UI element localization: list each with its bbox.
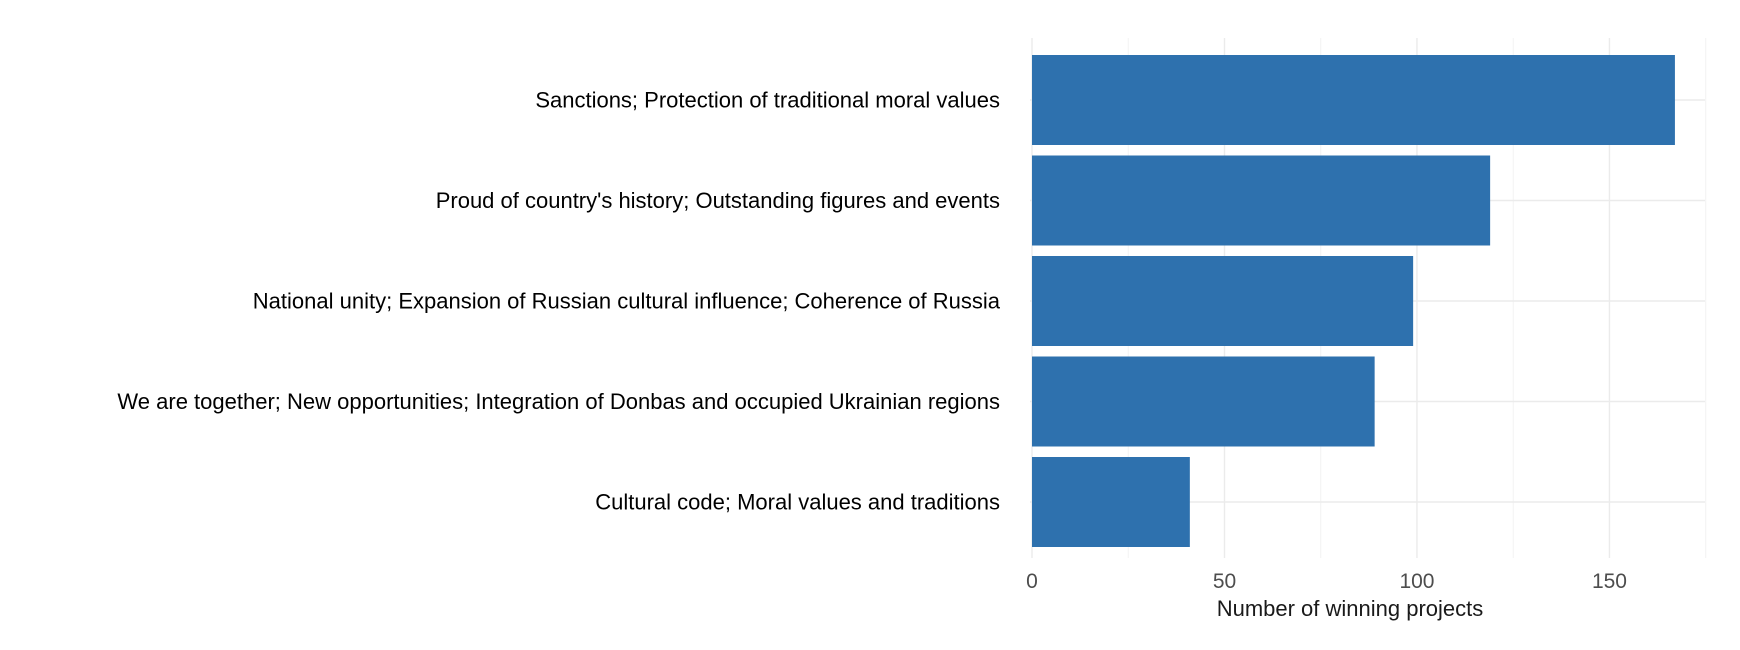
- x-tick-label: 100: [1399, 570, 1434, 593]
- x-axis-ticks: 0 50 100 150: [1026, 570, 1627, 593]
- x-axis-title: Number of winning projects: [1217, 596, 1484, 621]
- x-tick-label: 150: [1592, 570, 1627, 593]
- x-tick-label: 50: [1213, 570, 1236, 593]
- bar: [1032, 55, 1675, 145]
- category-label: Sanctions; Protection of traditional mor…: [535, 88, 1000, 113]
- bar: [1032, 155, 1491, 246]
- category-label: We are together; New opportunities; Inte…: [117, 389, 1000, 414]
- category-label: National unity; Expansion of Russian cul…: [253, 289, 1001, 314]
- bar: [1032, 256, 1414, 346]
- category-labels: Sanctions; Protection of traditional mor…: [117, 88, 1000, 515]
- bar-layer: [1032, 55, 1675, 547]
- bar: [1032, 457, 1190, 547]
- x-tick-label: 0: [1026, 570, 1038, 593]
- bar: [1032, 356, 1375, 447]
- category-label: Cultural code; Moral values and traditio…: [595, 490, 1000, 515]
- category-label: Proud of country's history; Outstanding …: [436, 188, 1000, 213]
